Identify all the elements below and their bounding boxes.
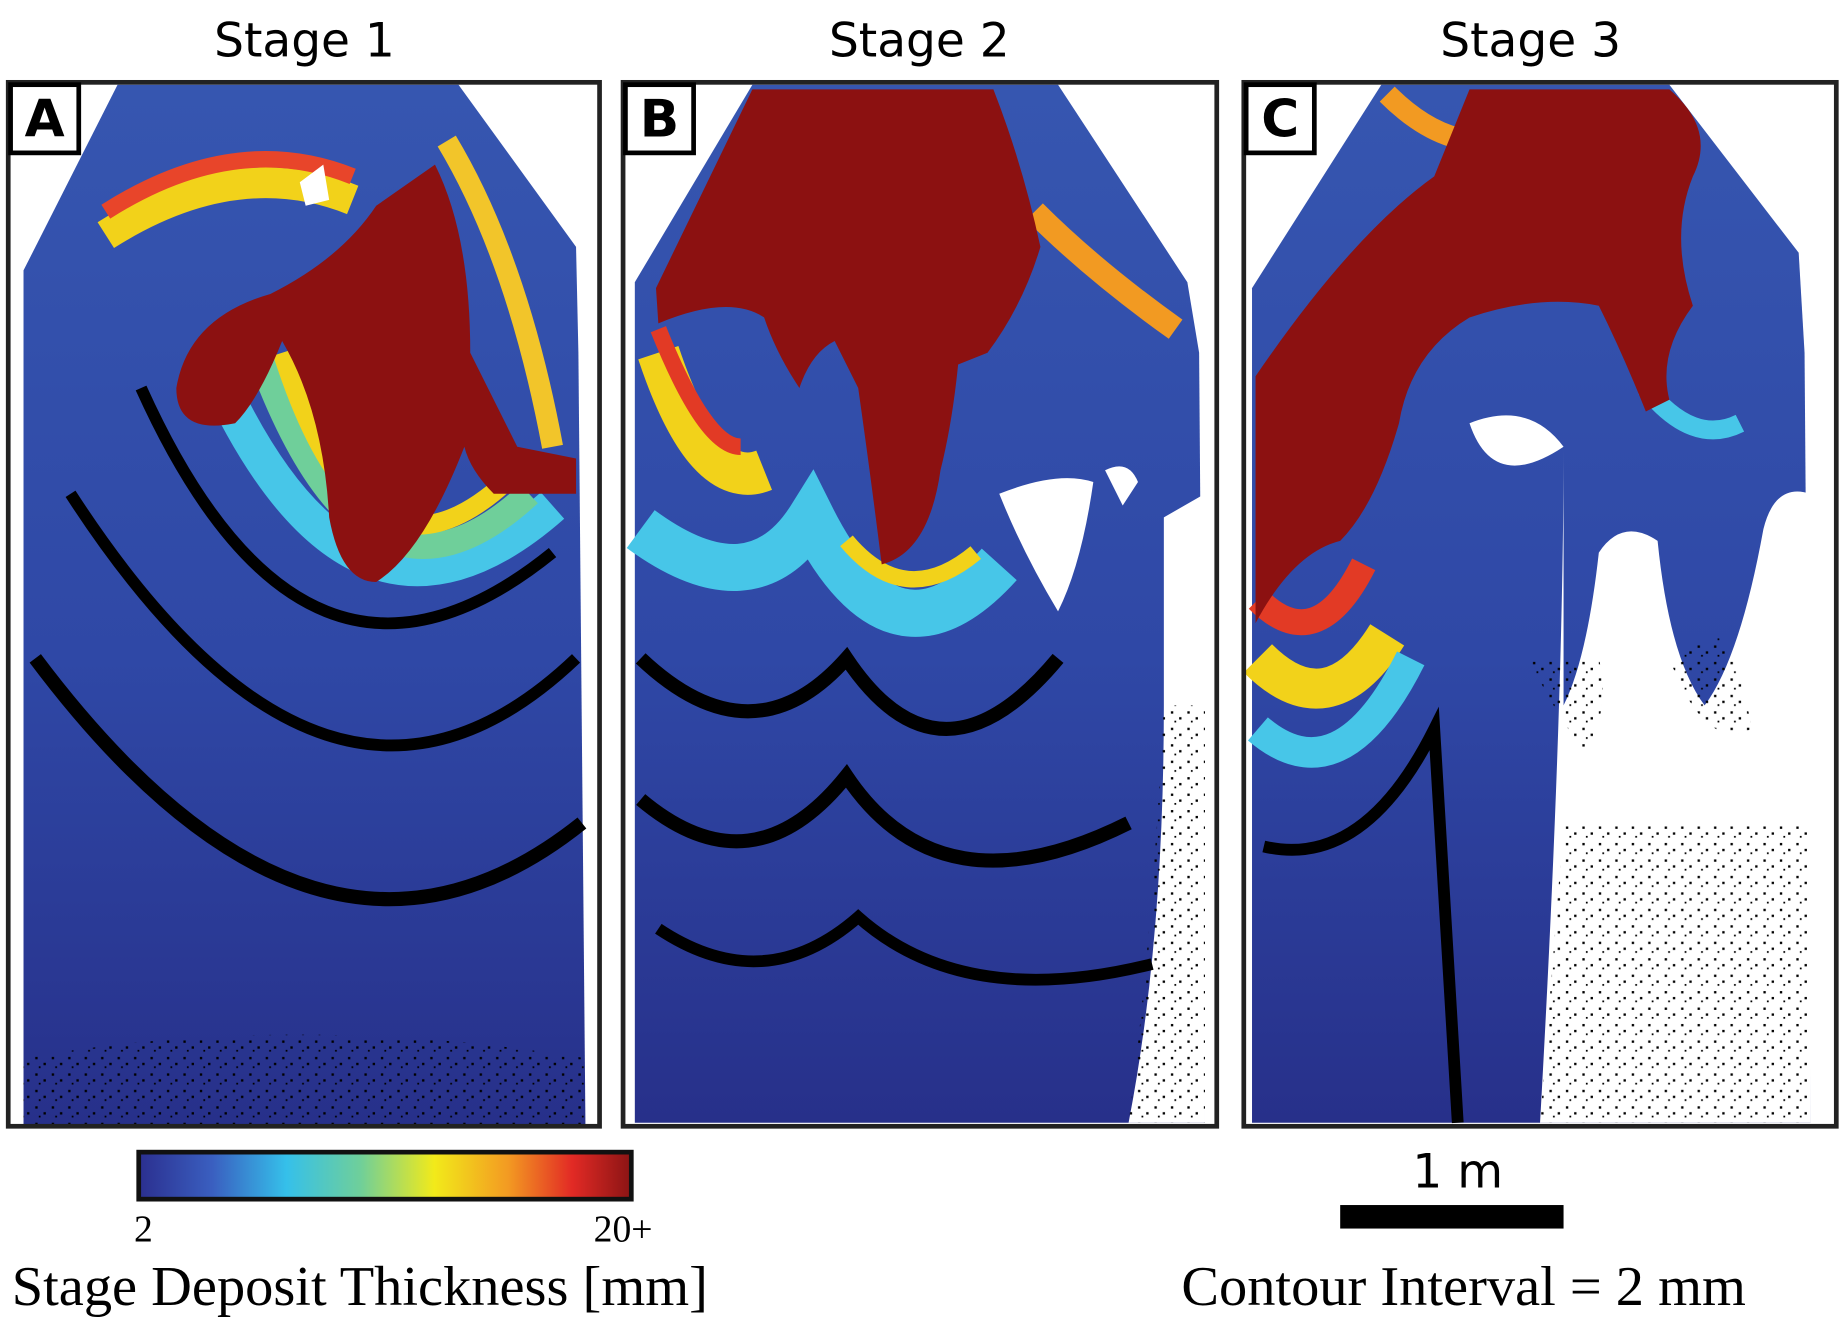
thickness-band — [437, 135, 563, 449]
panel-a: A — [5, 79, 602, 1129]
colorbar-max-label: 20+ — [594, 1208, 653, 1250]
panel-frame — [620, 79, 1220, 1129]
scale-bar-label: 1 m — [1412, 1144, 1503, 1199]
panel-title: Stage 1 — [214, 13, 395, 68]
panel-title: Stage 2 — [829, 13, 1010, 68]
thickness-band — [650, 326, 742, 456]
contour — [29, 654, 587, 907]
sparse-deposit — [23, 1034, 586, 1127]
panel-label: A — [25, 89, 65, 149]
panel-label-box — [1243, 82, 1317, 156]
thickness-band — [1248, 558, 1376, 636]
sparse-deposit — [1528, 634, 1811, 1123]
thickness-band — [1247, 651, 1425, 768]
panel-frame — [5, 79, 602, 1129]
panel-c: C — [1241, 79, 1839, 1129]
panel-title: Stage 3 — [1440, 13, 1621, 68]
thickness-max-region — [176, 164, 577, 582]
sparse-deposit — [1128, 705, 1205, 1123]
panel-frame — [1241, 79, 1839, 1129]
contour — [135, 385, 557, 630]
colorbar — [136, 1149, 634, 1202]
contour — [1262, 706, 1464, 1124]
panel-b: B — [620, 79, 1220, 1129]
contour-note: Contour Interval = 2 mm — [1181, 1256, 1745, 1318]
thickness-band — [1243, 623, 1405, 709]
thickness-max-region — [1255, 89, 1701, 624]
contour — [635, 646, 1064, 736]
panel-label: C — [1261, 89, 1299, 149]
thickness-band — [638, 345, 772, 495]
no-data — [299, 164, 330, 206]
colorbar-title: Stage Deposit Thickness [mm] — [12, 1256, 708, 1318]
panel-label-box — [8, 82, 82, 156]
contour — [636, 764, 1132, 868]
thickness-max-region — [655, 89, 1041, 565]
thickness-band — [626, 469, 1017, 637]
panel-label: B — [640, 89, 679, 149]
thickness-band — [840, 535, 982, 588]
colorbar-min-label: 2 — [134, 1208, 153, 1250]
contour — [655, 909, 1154, 986]
scale-bar — [1340, 1205, 1564, 1229]
panel-label-box — [623, 82, 696, 156]
contour — [65, 490, 581, 752]
thickness-band — [1026, 203, 1183, 339]
